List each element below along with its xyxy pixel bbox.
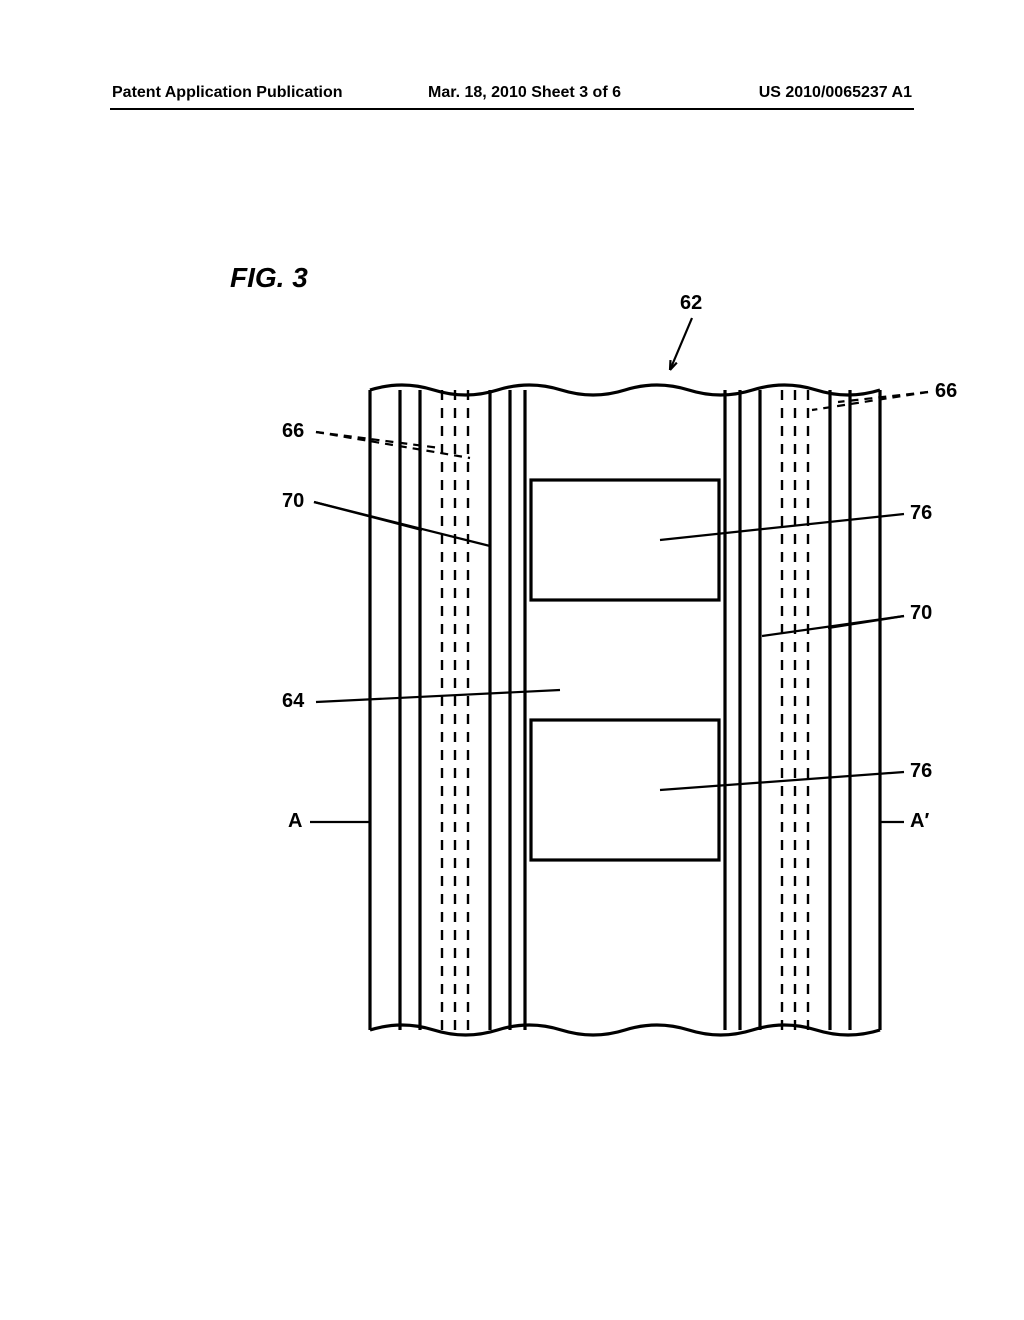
- figure-drawing: [0, 0, 1024, 1320]
- page: Patent Application Publication Mar. 18, …: [0, 0, 1024, 1320]
